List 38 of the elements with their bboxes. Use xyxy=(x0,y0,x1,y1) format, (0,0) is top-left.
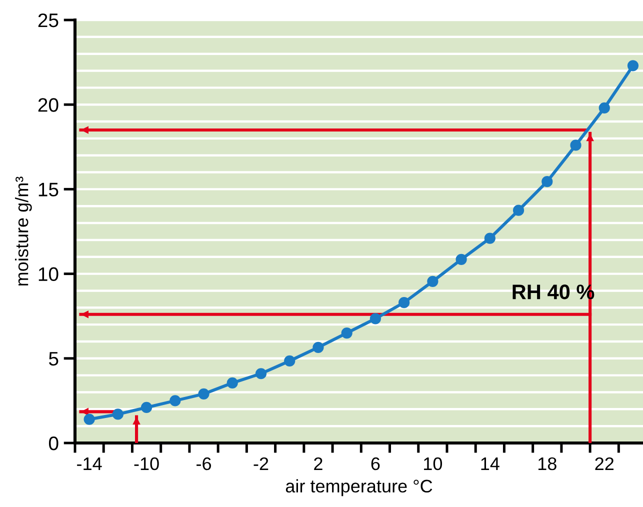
point xyxy=(84,414,95,425)
point xyxy=(226,377,238,388)
x-tick-label: 18 xyxy=(538,457,556,470)
x-tick-label: 14 xyxy=(481,458,500,470)
point xyxy=(255,368,267,380)
y-tick-label: 10 xyxy=(38,267,58,282)
point xyxy=(112,408,124,420)
point xyxy=(312,342,324,353)
point xyxy=(542,176,553,188)
y-tick-label: 25 xyxy=(38,13,58,28)
x-tick-label: -14 xyxy=(77,458,102,470)
x-axis-title: air temperature °C xyxy=(286,479,432,496)
point xyxy=(456,254,467,265)
y-tick-label: 0 xyxy=(48,436,58,450)
point xyxy=(598,102,610,114)
x-tick-label: 22 xyxy=(595,457,614,470)
point xyxy=(512,204,524,216)
y-axis-title: moisture g/m³ xyxy=(15,176,32,286)
y-tick-label: 20 xyxy=(38,98,58,112)
x-tick-label: -2 xyxy=(254,457,268,470)
point xyxy=(170,395,181,406)
point xyxy=(370,313,382,324)
x-tick-label: -6 xyxy=(196,457,211,470)
point xyxy=(341,327,352,339)
point xyxy=(398,297,410,308)
x-tick-label: -10 xyxy=(134,457,159,470)
point xyxy=(198,388,210,400)
point xyxy=(427,276,438,287)
point xyxy=(627,60,639,72)
point xyxy=(140,402,152,414)
point xyxy=(484,232,496,244)
point xyxy=(570,140,582,151)
x-tick-label: 2 xyxy=(314,457,322,470)
y-tick-label: 5 xyxy=(48,352,58,366)
x-tick-label: 6 xyxy=(371,457,380,470)
x-tick-label: 10 xyxy=(424,457,442,470)
y-tick-label: 15 xyxy=(38,182,58,196)
point xyxy=(284,355,296,366)
